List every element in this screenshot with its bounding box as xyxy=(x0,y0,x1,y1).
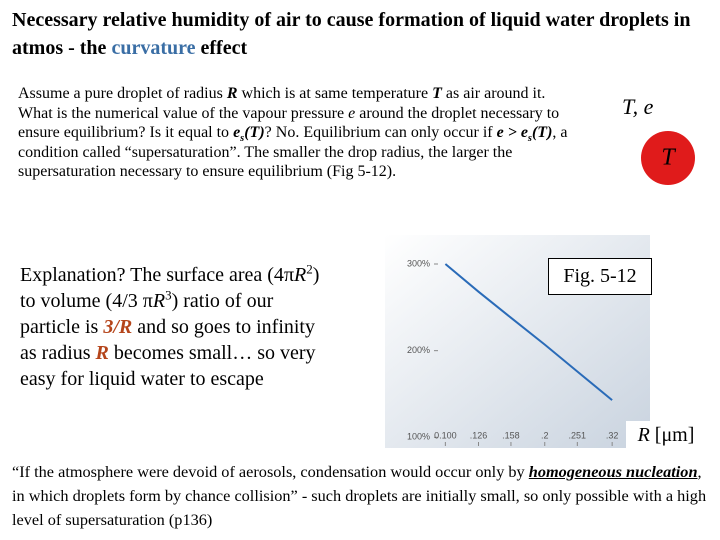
badge-label: T xyxy=(661,145,676,171)
y-tick-label: 300% xyxy=(407,258,430,268)
text: and so goes to infinity as radius xyxy=(20,316,315,364)
term: homogeneous nucleation xyxy=(528,462,698,481)
symbol: R xyxy=(294,264,307,286)
text: “If the atmosphere were devoid of aeroso… xyxy=(12,462,529,481)
badge-circle xyxy=(641,131,695,185)
y-tick-label: 200% xyxy=(407,345,430,355)
symbol: π xyxy=(142,290,153,312)
quote: “If the atmosphere were devoid of aeroso… xyxy=(12,460,717,532)
symbol: R xyxy=(152,290,166,312)
title-highlight: curvature xyxy=(111,37,196,59)
unit: [μm] xyxy=(649,424,695,446)
x-axis-label: R [μm] xyxy=(626,421,706,449)
symbol: T xyxy=(432,85,442,102)
text: which is at same temperature xyxy=(237,85,433,102)
text: ? No. Equilibrium can only occur if xyxy=(264,124,497,141)
symbol: π xyxy=(283,264,295,286)
x-tick-label: .32 xyxy=(606,430,619,440)
explanation: Explanation? The surface area (4πR2) to … xyxy=(20,262,325,392)
text: , in which droplets form by chance colli… xyxy=(12,462,707,529)
x-tick-label: .126 xyxy=(470,430,488,440)
x-tick-label: 0.100 xyxy=(434,430,457,440)
text: becomes small… so very easy for liquid w… xyxy=(20,342,316,390)
text: ) to volume (4/3 xyxy=(20,264,320,312)
emphasis: R xyxy=(95,342,109,364)
text: as air around it. What is the numerical … xyxy=(18,85,546,122)
symbol: (T) xyxy=(531,124,553,141)
title-text: effect xyxy=(195,37,248,59)
text: around the droplet necessary to ensure e… xyxy=(18,104,560,142)
symbol: (T) xyxy=(244,124,265,141)
slide-title: Necessary relative humidity of air to ca… xyxy=(12,6,712,62)
symbol: R xyxy=(226,85,238,102)
text: , a condition called “supersaturation”. … xyxy=(18,124,568,180)
emphasis: 3/R xyxy=(103,316,133,338)
symbol: R xyxy=(637,424,650,446)
symbol: e xyxy=(233,124,241,141)
subscript: s xyxy=(240,133,245,145)
title-text: Necessary relative humidity of air to ca… xyxy=(12,9,691,59)
text: Assume a pure droplet of radius xyxy=(18,85,227,102)
x-tick-label: .251 xyxy=(569,430,587,440)
intro-paragraph: Assume a pure droplet of radius R which … xyxy=(18,84,578,182)
symbol: e > e xyxy=(496,124,528,141)
text: Explanation? The surface area (4 xyxy=(20,264,284,286)
subscript: s xyxy=(527,133,532,145)
figure-caption: Fig. 5-12 xyxy=(548,258,652,295)
x-tick-label: .158 xyxy=(502,430,520,440)
y-tick-label: 100% xyxy=(407,432,430,442)
text: ) ratio of our particle is xyxy=(20,290,274,338)
symbol: e xyxy=(348,104,356,122)
x-tick-label: .2 xyxy=(541,430,549,440)
superscript: 3 xyxy=(165,287,172,303)
curve xyxy=(444,263,613,401)
superscript: 2 xyxy=(306,261,313,277)
side-label: T, e xyxy=(622,94,654,119)
temperature-badge: T xyxy=(641,131,695,185)
